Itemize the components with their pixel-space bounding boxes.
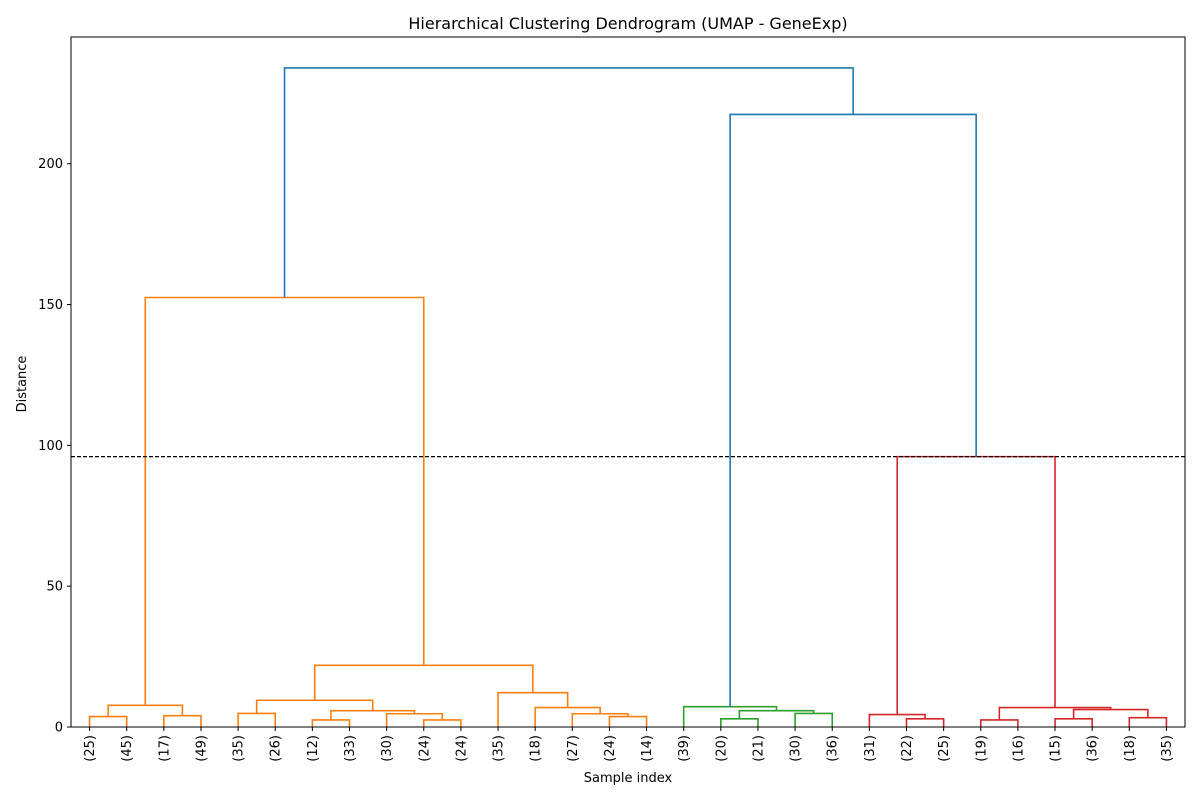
dendrogram-link bbox=[868, 713, 926, 727]
dendrogram-link bbox=[738, 709, 815, 719]
leaf-label: (17) bbox=[157, 735, 172, 762]
y-tick-label: 0 bbox=[55, 721, 63, 736]
x-axis-label: Sample index bbox=[584, 771, 673, 786]
dendrogram-link bbox=[571, 712, 629, 727]
leaf-label: (24) bbox=[454, 735, 469, 762]
leaf-label: (35) bbox=[232, 735, 247, 762]
leaf-label: (18) bbox=[529, 735, 544, 762]
leaf-label: (27) bbox=[566, 735, 581, 762]
dendrogram-link bbox=[237, 712, 277, 727]
dendrogram-link bbox=[283, 67, 854, 298]
dendrogram-link bbox=[255, 699, 374, 714]
leaf-label: (18) bbox=[1123, 735, 1138, 762]
dendrogram-link bbox=[534, 706, 601, 727]
plot-frame bbox=[70, 36, 1186, 728]
leaf-label: (20) bbox=[714, 735, 729, 762]
leaf-label: (33) bbox=[343, 735, 358, 762]
leaf-label: (36) bbox=[826, 735, 841, 762]
chart-title: Hierarchical Clustering Dendrogram (UMAP… bbox=[408, 14, 847, 33]
leaf-label: (45) bbox=[120, 735, 135, 762]
dendrogram-link bbox=[311, 719, 351, 727]
leaf-label: (35) bbox=[1160, 735, 1175, 762]
y-tick-label: 50 bbox=[46, 580, 63, 595]
y-axis-label: Distance bbox=[15, 356, 30, 413]
leaf-label: (16) bbox=[1011, 735, 1026, 762]
leaf-label: (14) bbox=[640, 735, 655, 762]
leaf-label: (31) bbox=[863, 735, 878, 762]
y-tick-label: 100 bbox=[38, 439, 63, 454]
leaf-label: (30) bbox=[789, 735, 804, 762]
leaf-label: (35) bbox=[492, 735, 507, 762]
y-axis: 0 50 100 150 200 bbox=[38, 157, 71, 736]
leaf-label: (49) bbox=[194, 735, 209, 762]
leaf-label: (30) bbox=[380, 735, 395, 762]
dendrogram-link bbox=[794, 712, 834, 727]
dendrogram-link bbox=[979, 719, 1019, 727]
dendrogram-links bbox=[88, 67, 1168, 727]
leaf-label: (22) bbox=[900, 735, 915, 762]
leaf-label: (15) bbox=[1049, 735, 1064, 762]
dendrogram-link bbox=[682, 705, 778, 727]
leaf-label: (39) bbox=[677, 735, 692, 762]
x-axis: (25) (45) (17) (49) (35) (26) (12) (33) (30) (24)… bbox=[83, 727, 1175, 762]
leaf-label: (21) bbox=[751, 735, 766, 762]
leaf-label: (25) bbox=[83, 735, 98, 762]
leaf-label: (25) bbox=[937, 735, 952, 762]
dendrogram-link bbox=[1128, 716, 1168, 727]
dendrogram-link bbox=[1054, 718, 1093, 727]
leaf-label: (24) bbox=[603, 735, 618, 762]
y-tick-label: 200 bbox=[38, 157, 63, 172]
dendrogram-link bbox=[497, 691, 569, 727]
leaf-label: (26) bbox=[269, 735, 284, 762]
dendrogram-link bbox=[905, 718, 945, 727]
leaf-label: (24) bbox=[417, 735, 432, 762]
y-tick-label: 150 bbox=[38, 298, 63, 313]
dendrogram-link bbox=[422, 719, 462, 727]
leaf-label: (19) bbox=[974, 735, 989, 762]
dendrogram-link bbox=[720, 718, 759, 727]
dendrogram-link bbox=[896, 455, 1056, 715]
dendrogram-link bbox=[330, 709, 416, 720]
leaf-label: (12) bbox=[306, 735, 321, 762]
dendrogram-link bbox=[608, 715, 648, 727]
dendrogram-link bbox=[107, 704, 184, 717]
dendrogram-link bbox=[729, 113, 977, 707]
dendrogram-link bbox=[88, 715, 128, 727]
leaf-label: (36) bbox=[1086, 735, 1101, 762]
dendrogram-link bbox=[144, 296, 425, 706]
dendrogram-link bbox=[313, 664, 534, 701]
dendrogram-link bbox=[163, 714, 202, 727]
